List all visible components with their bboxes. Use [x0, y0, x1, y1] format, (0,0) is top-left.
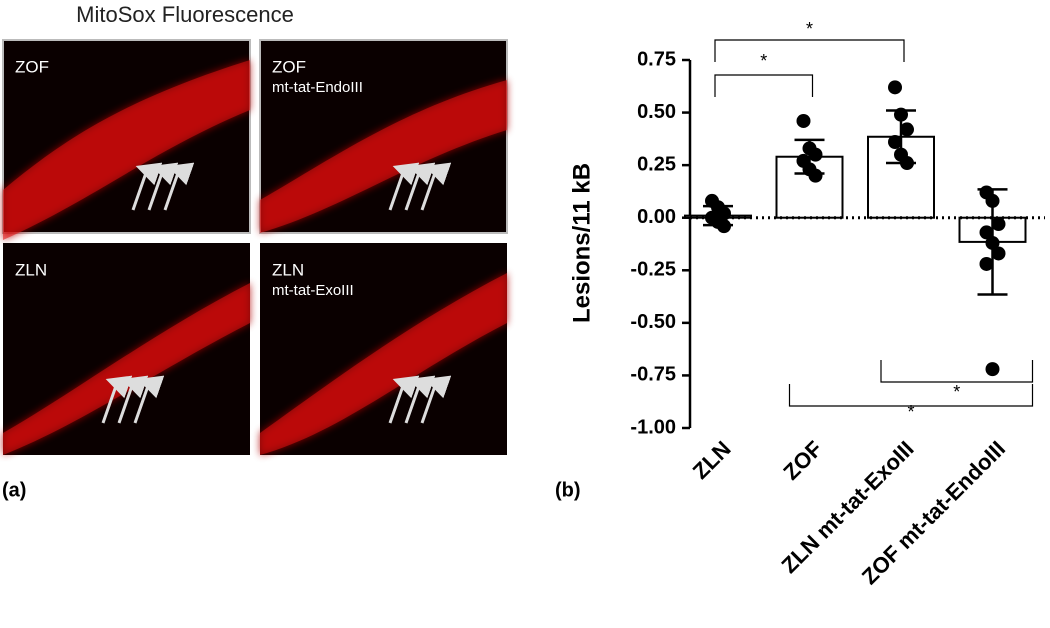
- arrow: [388, 162, 420, 211]
- panel-b-label: (b): [555, 479, 581, 501]
- y-tick-label: -0.75: [630, 364, 676, 386]
- y-tick-label: 0.75: [637, 48, 676, 70]
- data-point: [900, 122, 914, 137]
- micrograph: ZLN mt-tat-ExoIII: [260, 243, 507, 455]
- arrow: [147, 162, 179, 211]
- data-point: [991, 246, 1006, 261]
- significance-label: *: [806, 19, 813, 39]
- significance-bracket: [714, 74, 814, 97]
- tissue: [3, 283, 250, 455]
- data-point: [808, 147, 823, 162]
- arrow: [420, 375, 452, 424]
- arrow: [404, 375, 436, 424]
- micrograph-label: ZOF: [15, 57, 49, 76]
- x-tick-label: ZOF: [778, 436, 827, 485]
- data-point: [894, 107, 908, 122]
- data-point: [900, 156, 914, 171]
- y-tick-label: 0.50: [637, 101, 676, 123]
- data-point: [979, 256, 994, 271]
- data-point: [808, 168, 823, 183]
- data-point: [991, 217, 1006, 232]
- data-point: [888, 135, 902, 150]
- arrow: [133, 375, 165, 424]
- micrograph-label: ZLN: [15, 260, 47, 279]
- micrograph-label: mt-tat-EndoIII: [272, 79, 363, 96]
- arrow: [163, 162, 195, 211]
- arrow: [404, 162, 436, 211]
- y-tick-label: 0.00: [637, 206, 676, 228]
- arrow: [420, 162, 452, 211]
- data-point: [888, 80, 902, 95]
- data-point: [985, 362, 1000, 377]
- data-point: [979, 225, 994, 240]
- data-point: [796, 113, 811, 128]
- data-point: [985, 235, 1000, 250]
- y-tick-label: -0.50: [630, 311, 676, 333]
- arrow: [101, 375, 133, 424]
- micrographs: ZOF ZOF mt-tat-EndoIII ZLN ZLN mt-tat-ExoIII: [2, 39, 508, 455]
- y-tick-label: -0.25: [630, 259, 676, 281]
- tissue: [3, 60, 250, 240]
- significance-label: *: [760, 51, 767, 71]
- significance-label: *: [907, 402, 914, 422]
- micrograph: ZOF mt-tat-EndoIII: [259, 39, 508, 234]
- plot: -1.00 -0.75 -0.50 -0.25 0.00 0.25 0.50 0.75 ZLN Z…: [630, 19, 1045, 589]
- significance-bracket: [788, 384, 1034, 407]
- micrograph-label: ZOF: [272, 57, 306, 76]
- micrograph: ZOF: [2, 39, 251, 240]
- significance-bracket: [714, 39, 905, 62]
- micrograph: ZLN: [3, 243, 250, 455]
- x-tick-label: ZLN: [688, 436, 736, 484]
- y-tick-label: 0.25: [637, 153, 676, 175]
- micrograph-label: ZLN: [272, 260, 304, 279]
- panel-a-title: MitoSox Fluorescence: [76, 2, 294, 27]
- tissue: [260, 273, 507, 455]
- significance-bracket: [880, 360, 1034, 383]
- micrograph-label: mt-tat-ExoIII: [272, 282, 354, 299]
- arrow: [117, 375, 149, 424]
- arrow: [388, 375, 420, 424]
- arrow: [131, 162, 163, 211]
- data-point: [717, 219, 731, 234]
- panel-a-label: (a): [2, 479, 26, 501]
- significance-label: *: [953, 382, 960, 402]
- data-point: [985, 193, 1000, 208]
- y-axis-label: Lesions/11 kB: [568, 163, 595, 323]
- tissue: [260, 80, 507, 233]
- y-tick-label: -1.00: [630, 416, 676, 438]
